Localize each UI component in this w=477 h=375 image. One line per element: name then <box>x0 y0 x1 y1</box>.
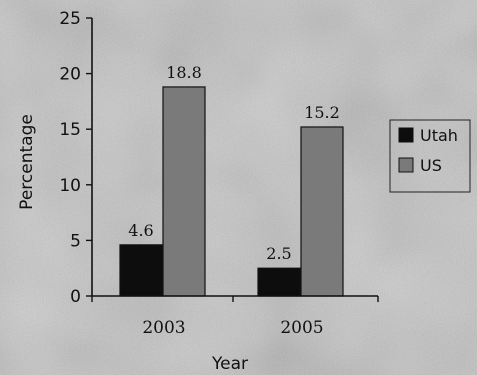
y-tick-label-15: 15 <box>59 120 81 140</box>
legend-swatch-utah <box>398 127 414 143</box>
data-label-utah-2005: 2.5 <box>266 244 291 263</box>
legend-label-us: US <box>420 156 442 175</box>
data-label-us-2005: 15.2 <box>304 103 340 122</box>
category-label-2005: 2005 <box>280 318 323 338</box>
y-tick-label-5: 5 <box>70 231 81 251</box>
legend: Utah US <box>389 119 471 193</box>
bar-utah-2005 <box>257 267 301 297</box>
category-label-2003: 2003 <box>142 318 185 338</box>
bar-us-2003 <box>162 86 206 297</box>
y-axis-title: Percentage <box>17 114 37 210</box>
legend-swatch-us <box>398 157 414 173</box>
bars-layer <box>119 86 344 297</box>
labels-layer: 4.6 18.8 2003 2.5 15.2 2005 0 5 10 15 20 25 <box>59 9 339 338</box>
y-tick-label-10: 10 <box>59 176 81 196</box>
y-tick-label-25: 25 <box>59 9 81 29</box>
axes-layer <box>86 17 379 302</box>
legend-label-utah: Utah <box>420 126 458 145</box>
bar-us-2005 <box>300 126 344 297</box>
bar-utah-2003 <box>119 244 163 297</box>
y-tick-label-20: 20 <box>59 65 81 85</box>
legend-box <box>389 119 471 193</box>
data-label-us-2003: 18.8 <box>166 63 202 82</box>
y-tick-label-0: 0 <box>70 287 81 307</box>
x-axis-title: Year <box>211 354 248 374</box>
data-label-utah-2003: 4.6 <box>128 221 153 240</box>
